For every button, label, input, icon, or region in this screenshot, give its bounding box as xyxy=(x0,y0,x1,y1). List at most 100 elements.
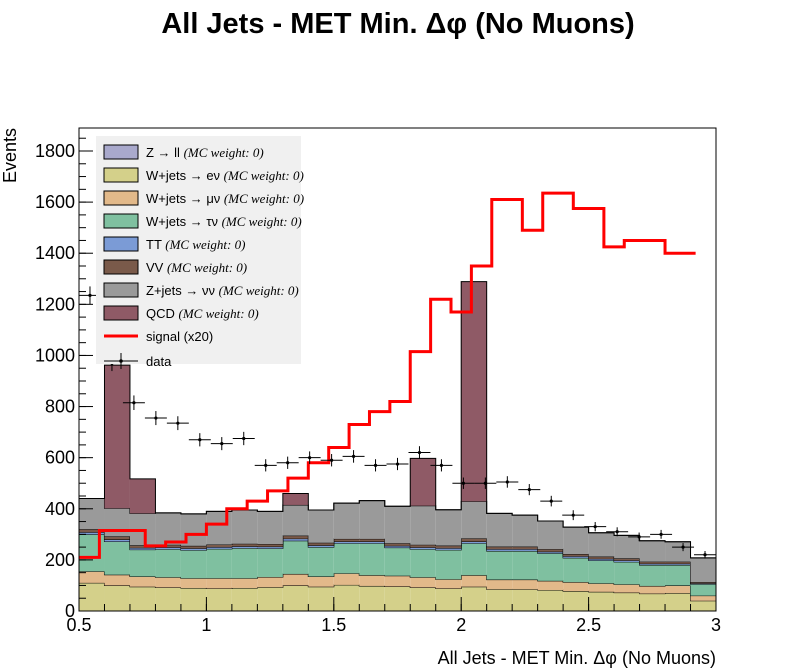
data-point xyxy=(474,477,497,489)
stack-bar xyxy=(206,547,232,549)
stack-bar xyxy=(384,547,411,576)
stack-bar xyxy=(333,503,360,539)
stack-bar xyxy=(129,478,156,514)
legend-swatch xyxy=(103,282,139,298)
stack-bar xyxy=(206,544,232,548)
stack-bar xyxy=(282,493,309,505)
signal-histogram xyxy=(79,191,696,559)
stack-bar xyxy=(512,589,538,611)
data-marker xyxy=(198,438,202,442)
stack-bar xyxy=(155,544,181,548)
stack-bar xyxy=(690,600,716,611)
data-point xyxy=(122,395,145,411)
legend-swatch xyxy=(103,305,139,321)
stack-bar xyxy=(359,541,385,544)
stack-bar xyxy=(512,579,538,590)
legend-label: W+jets → μν (MC weight: 0) xyxy=(146,191,304,206)
data-marker xyxy=(571,513,575,517)
data-point xyxy=(210,437,233,451)
legend-entry: W+jets → τν (MC weight: 0) xyxy=(103,213,302,229)
stack-bar xyxy=(155,577,181,588)
stack-bar xyxy=(665,563,691,565)
stack-bar xyxy=(180,588,207,611)
stack-series-7 xyxy=(79,281,716,559)
stack-bar xyxy=(79,571,105,583)
stack-bar xyxy=(512,546,538,550)
stack-series-5 xyxy=(79,528,716,584)
stack-bar xyxy=(588,583,615,592)
stack-bar xyxy=(512,550,538,580)
stack-bar xyxy=(563,557,589,583)
data-point xyxy=(584,522,607,532)
y-tick-label: 1000 xyxy=(35,345,75,365)
stack-bar xyxy=(79,529,105,533)
stack-bar xyxy=(461,586,487,611)
stack-bar xyxy=(537,580,564,591)
data-point xyxy=(232,431,255,446)
stack-bar xyxy=(104,536,130,540)
data-marker xyxy=(330,458,334,462)
legend-swatch xyxy=(103,144,139,160)
stack-bar xyxy=(282,573,309,586)
stack-bar xyxy=(537,590,564,611)
stack-bar xyxy=(690,595,716,601)
stack-bar xyxy=(257,587,283,611)
data-marker xyxy=(483,481,487,485)
stack-bar xyxy=(639,585,666,594)
data-point xyxy=(430,459,453,472)
y-axis-label: Events xyxy=(0,128,20,183)
legend-label: W+jets → eν (MC weight: 0) xyxy=(146,168,304,183)
data-marker xyxy=(220,442,224,446)
stack-bar xyxy=(384,586,411,611)
stack-bar xyxy=(563,591,589,611)
stack-bar xyxy=(563,554,589,557)
stack-bar xyxy=(333,543,360,574)
x-tick-label: 2 xyxy=(456,615,466,635)
stack-bar xyxy=(614,584,640,593)
stack-bar xyxy=(665,541,691,562)
data-point xyxy=(452,477,475,489)
x-axis-label: All Jets - MET Min. Δφ (No Muons) xyxy=(438,648,716,668)
legend-entry: Z+jets → νν (MC weight: 0) xyxy=(103,282,299,298)
stack-bar xyxy=(588,558,615,561)
stack-bar xyxy=(308,586,334,611)
stack-bar xyxy=(690,557,716,583)
stack-bar xyxy=(563,556,589,558)
data-point xyxy=(320,454,343,467)
data-marker xyxy=(373,463,378,467)
legend-swatch xyxy=(103,167,139,183)
stack-bar xyxy=(104,541,130,575)
x-tick-label: 0.5 xyxy=(66,615,91,635)
data-point xyxy=(364,459,387,472)
stack-bar xyxy=(206,548,232,579)
stack-bar xyxy=(155,512,181,545)
stack-bar xyxy=(486,546,513,550)
stack-bar xyxy=(690,582,716,584)
stack-bar xyxy=(537,553,564,581)
stack-bar xyxy=(231,588,258,611)
stack-bar xyxy=(435,588,462,611)
signal-line xyxy=(79,191,696,559)
legend-swatch xyxy=(103,190,139,206)
data-point xyxy=(298,451,321,464)
stack-bar xyxy=(308,547,334,577)
stack-bar xyxy=(410,549,436,578)
stack-bar xyxy=(690,584,716,596)
stack-bar xyxy=(639,565,666,586)
data-point xyxy=(672,543,695,552)
stack-bar xyxy=(308,545,334,548)
legend-swatch xyxy=(103,213,139,229)
stack-bar xyxy=(282,538,309,541)
stack-bar xyxy=(384,543,411,546)
stack-bar xyxy=(129,545,156,548)
data-point xyxy=(342,450,365,463)
stack-bar xyxy=(614,592,640,611)
y-tick-label: 400 xyxy=(45,499,75,519)
stack-bar xyxy=(461,575,487,587)
stack-bar xyxy=(537,549,564,552)
data-marker xyxy=(176,421,180,425)
stack-bar xyxy=(384,545,411,548)
data-point xyxy=(188,433,211,447)
data-marker xyxy=(549,499,553,503)
stack-bar xyxy=(461,541,487,544)
